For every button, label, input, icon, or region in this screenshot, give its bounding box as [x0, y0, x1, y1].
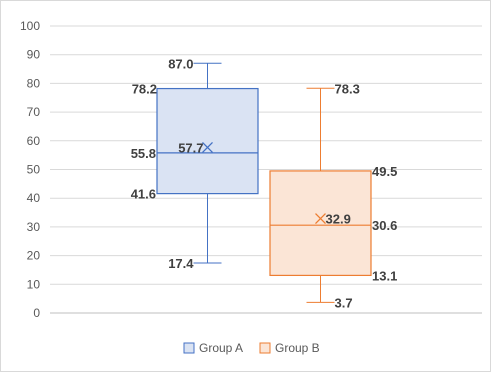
y-tick-label: 10 — [27, 277, 41, 291]
y-tick-label: 60 — [27, 134, 41, 148]
iqr-box — [269, 170, 372, 277]
q3-label: 78.2 — [132, 82, 157, 97]
y-tick-label: 40 — [27, 191, 41, 205]
y-tick-label: 70 — [27, 105, 41, 119]
grid-lines — [50, 25, 482, 314]
legend-item-group-a: Group A — [183, 341, 243, 355]
data-labels: 87.0 78.2 55.8 41.6 17.4 57.7 78.3 49.5 30.6 13.1… — [131, 56, 398, 310]
iqr-box — [156, 87, 259, 195]
y-tick-label: 20 — [27, 249, 41, 263]
y-tick-label: 80 — [27, 76, 41, 90]
y-axis: 0 10 20 30 40 50 60 70 80 90 100 — [20, 19, 40, 320]
y-tick-label: 0 — [33, 306, 40, 320]
median-label: 55.8 — [131, 146, 156, 161]
max-label: 78.3 — [335, 81, 360, 96]
q1-label: 41.6 — [131, 187, 156, 202]
legend-item-group-b: Group B — [259, 341, 320, 355]
box-group-a — [156, 62, 259, 264]
legend-label: Group A — [199, 341, 243, 355]
y-tick-label: 50 — [27, 163, 41, 177]
y-tick-label: 90 — [27, 48, 41, 62]
box-series — [156, 62, 372, 303]
y-tick-label: 30 — [27, 220, 41, 234]
legend-swatch — [259, 342, 271, 354]
mean-label: 32.9 — [326, 212, 351, 227]
mean-label: 57.7 — [178, 140, 203, 155]
box-group-b — [269, 87, 372, 303]
legend: Group A Group B — [183, 341, 320, 355]
legend-swatch — [183, 342, 195, 354]
mean-marker — [315, 213, 326, 225]
y-tick-label: 100 — [20, 19, 40, 33]
max-label: 87.0 — [168, 56, 193, 71]
q3-label: 49.5 — [372, 164, 397, 179]
legend-label: Group B — [275, 341, 320, 355]
median-label: 30.6 — [372, 218, 397, 233]
min-label: 3.7 — [335, 295, 353, 310]
mean-marker — [202, 141, 213, 153]
q1-label: 13.1 — [372, 268, 397, 283]
min-label: 17.4 — [168, 256, 194, 271]
